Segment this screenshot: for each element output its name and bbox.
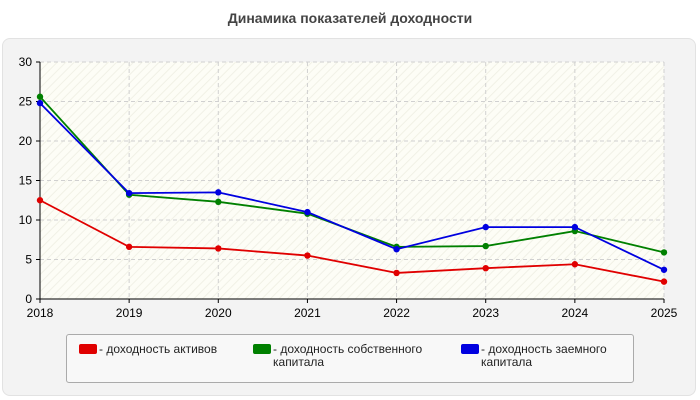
data-point: [482, 242, 489, 250]
legend-swatch-equity: [253, 344, 271, 354]
data-point: [36, 93, 44, 100]
chart-title: Динамика показателей доходности: [227, 10, 473, 26]
data-point: [660, 266, 668, 273]
y-tick-label: 25: [19, 95, 33, 109]
x-tick-label: 2020: [205, 306, 232, 320]
legend-label-assets: - доходность активов: [99, 342, 218, 356]
data-point: [482, 264, 489, 272]
x-tick-label: 2019: [116, 306, 143, 320]
x-tick-label: 2024: [562, 306, 589, 320]
data-point: [125, 243, 133, 251]
x-tick-label: 2023: [472, 306, 499, 320]
data-point: [660, 278, 668, 285]
data-point: [215, 245, 222, 252]
data-point: [304, 252, 311, 259]
x-tick-labels: 2018 2019 2020 2021 2022 2023 2024 2025: [27, 306, 678, 320]
x-tick-label: 2025: [651, 306, 678, 320]
y-tick-labels: 0 5 10 15 20 25 30: [19, 55, 33, 306]
y-tick-label: 30: [19, 55, 33, 69]
data-point: [571, 261, 579, 268]
y-tick-label: 5: [25, 253, 32, 267]
data-point: [393, 246, 400, 253]
legend: - доходность активов - доходность собств…: [66, 334, 634, 383]
data-point: [571, 223, 579, 231]
y-tick-label: 0: [25, 292, 32, 306]
y-tick-label: 15: [19, 174, 33, 188]
data-point: [304, 208, 311, 216]
data-point: [215, 189, 222, 196]
data-point: [125, 189, 133, 197]
x-tick-label: 2021: [294, 306, 321, 320]
series-line-assets: [39, 199, 665, 283]
legend-swatch-assets: [79, 344, 97, 354]
series-debt: [36, 99, 668, 273]
data-point: [660, 249, 668, 256]
series-line-debt: [39, 102, 665, 271]
legend-swatch-debt: [461, 344, 479, 354]
y-tick-label: 20: [19, 134, 33, 148]
data-point: [36, 197, 44, 204]
y-tick-label: 10: [19, 213, 33, 227]
grid: [40, 61, 665, 299]
data-point: [482, 223, 489, 231]
series-assets: [36, 197, 668, 285]
x-tick-label: 2018: [27, 306, 54, 320]
data-point: [393, 269, 400, 277]
legend-label-debt: - доходность заемного капитала: [481, 342, 607, 369]
x-tick-label: 2022: [383, 306, 410, 320]
data-point: [36, 99, 44, 107]
data-point: [215, 198, 222, 206]
series-group: [36, 93, 668, 285]
legend-label-equity: - доходность собственного капитала: [273, 342, 423, 369]
